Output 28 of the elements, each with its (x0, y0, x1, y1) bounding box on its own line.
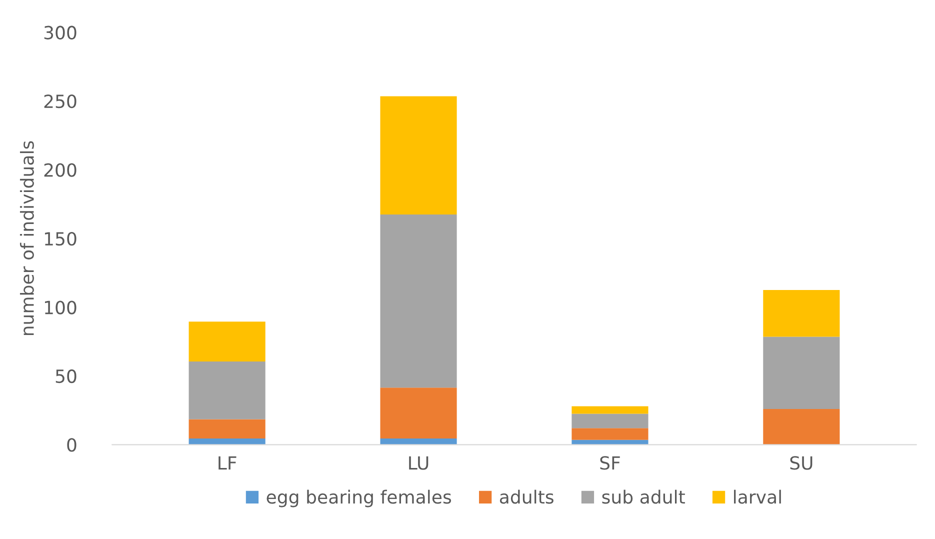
bar (380, 96, 457, 214)
bar (188, 322, 266, 362)
y-tick-label: 150 (45, 232, 76, 246)
legend-label: adults (500, 490, 554, 504)
bar (763, 408, 840, 445)
y-tick-label: 200 (44, 163, 76, 177)
y-axis-title: number of individuals (20, 141, 34, 336)
y-tick-label: 0 (67, 438, 76, 452)
bar (572, 414, 648, 428)
bar (380, 214, 457, 388)
bar (188, 362, 266, 420)
bar (763, 336, 840, 409)
x-tick-label: SF (600, 456, 620, 470)
y-tick-label: 300 (44, 26, 76, 40)
legend-label: egg bearing females (266, 490, 452, 508)
x-tick-label: LU (409, 456, 428, 470)
legend-label: sub adult (602, 490, 685, 504)
y-tick-label: 250 (44, 94, 76, 108)
bar (572, 428, 648, 440)
y-tick-label: 100 (45, 300, 76, 314)
x-tick-label: SU (790, 456, 812, 470)
bar (572, 406, 648, 414)
legend-label: larval (734, 490, 781, 504)
y-tick-label: 50 (56, 369, 76, 384)
bar (380, 388, 457, 438)
bar (188, 419, 266, 438)
x-tick-label: LF (218, 456, 236, 470)
bar (763, 290, 840, 337)
